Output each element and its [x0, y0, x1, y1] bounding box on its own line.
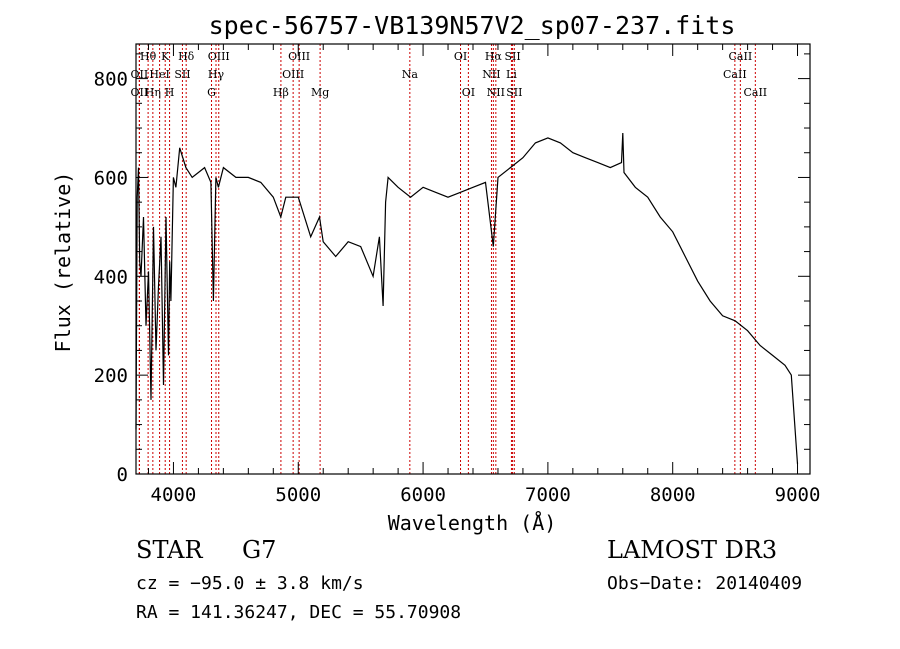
chart-title: spec-56757-VB139N57V2_sp07-237.fits [209, 11, 736, 40]
x-tick-label: 8000 [650, 484, 696, 506]
line-marker-label: OII [131, 86, 149, 99]
observation-date: Obs−Date: 20140409 [607, 573, 803, 594]
object-class: STAR [136, 536, 203, 564]
line-marker-label: Li [506, 68, 517, 81]
line-marker-label: CaII [729, 50, 753, 63]
line-marker-label: G [207, 86, 216, 99]
x-tick-label: 4000 [151, 484, 197, 506]
y-tick-label: 800 [94, 69, 128, 91]
y-tick-label: 400 [94, 266, 128, 288]
line-marker-label: H [165, 86, 175, 99]
plot-frame [135, 43, 811, 475]
line-marker-label: Hθ [140, 50, 157, 63]
y-axis-label: Flux (relative) [51, 172, 75, 353]
line-marker-label: OI [462, 86, 475, 99]
y-tick-label: 0 [117, 464, 128, 486]
object-subclass: G7 [242, 536, 277, 564]
line-marker-label: OI [454, 50, 467, 63]
line-marker-label: Hβ [273, 86, 289, 99]
x-tick-label: 7000 [525, 484, 571, 506]
redshift-velocity: cz = −95.0 ± 3.8 km/s [136, 573, 364, 594]
line-marker-label: OIII [282, 68, 304, 81]
line-marker-label: HeI [149, 68, 169, 81]
line-marker-label: SII [506, 86, 522, 99]
coordinates: RA = 141.36247, DEC = 55.70908 [136, 602, 462, 623]
spectrum-line [135, 132, 799, 465]
line-markers [138, 44, 756, 474]
line-marker-label: Na [402, 68, 419, 81]
line-marker-label: OIII [208, 50, 230, 63]
line-marker-label: Hα [485, 50, 503, 63]
line-marker-label: OIII [288, 50, 310, 63]
x-axis-label: Wavelength (Å) [388, 511, 557, 535]
y-axis: 0 200 400 600 800 [94, 53, 810, 486]
line-marker-label: NII [487, 86, 505, 99]
line-marker-label: OII [131, 68, 149, 81]
x-tick-label: 5000 [275, 484, 321, 506]
x-tick-label: 6000 [400, 484, 446, 506]
line-marker-label: NII [482, 68, 500, 81]
line-marker-label: CaII [723, 68, 747, 81]
survey-name: LAMOST DR3 [607, 536, 778, 564]
line-marker-label: K [161, 50, 170, 63]
x-tick-label: 9000 [775, 484, 821, 506]
line-marker-label: Hη [145, 86, 161, 99]
line-marker-label: CaII [743, 86, 767, 99]
y-tick-label: 600 [94, 167, 128, 189]
line-marker-label: Mg [311, 86, 329, 99]
line-marker-label: SII [174, 68, 190, 81]
x-axis: 4000 5000 6000 7000 8000 9000 [147, 44, 821, 506]
y-tick-label: 200 [94, 365, 128, 387]
line-marker-label: Hγ [208, 68, 225, 81]
line-marker-label: SII [504, 50, 520, 63]
line-marker-label: Hδ [178, 50, 195, 63]
